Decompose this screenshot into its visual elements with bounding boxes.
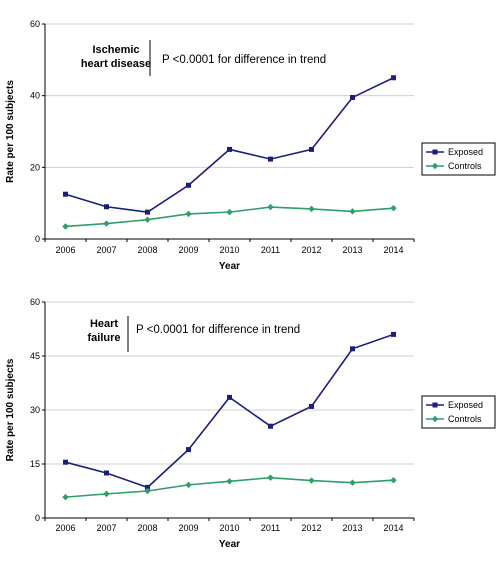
y-tick-label-2: 40 bbox=[30, 91, 40, 101]
y-tick-label-4: 60 bbox=[30, 297, 40, 307]
x-tick-label-2014: 2014 bbox=[383, 245, 403, 255]
point-exposed-2014 bbox=[391, 75, 396, 81]
point-exposed-2012 bbox=[309, 146, 314, 152]
x-tick-label-2007: 2007 bbox=[96, 245, 116, 255]
x-tick-label-2013: 2013 bbox=[342, 245, 362, 255]
y-tick-label-1: 20 bbox=[30, 162, 40, 172]
legend-box bbox=[421, 142, 496, 176]
x-tick-label-2012: 2012 bbox=[301, 523, 321, 533]
x-tick-label-2010: 2010 bbox=[219, 523, 239, 533]
point-exposed-2013 bbox=[350, 346, 355, 352]
chart-2: 0 15 30 45 60 2006 2007 2008 2009 2010 2011 2012 201… bbox=[5, 297, 496, 550]
point-exposed-2011 bbox=[268, 156, 273, 162]
x-tick-label-2006: 2006 bbox=[55, 523, 75, 533]
legend-label-exposed: Exposed bbox=[448, 400, 483, 410]
point-exposed-2009 bbox=[186, 182, 191, 188]
point-exposed-2008 bbox=[145, 209, 150, 215]
y-tick-label-2: 30 bbox=[30, 405, 40, 415]
point-controls-2011 bbox=[267, 474, 274, 481]
point-exposed-2007 bbox=[104, 204, 109, 210]
point-exposed-2010 bbox=[227, 146, 232, 152]
y-tick-label-0: 0 bbox=[35, 234, 40, 244]
point-controls-2014 bbox=[390, 477, 397, 484]
x-tick-label-2013: 2013 bbox=[342, 523, 362, 533]
point-exposed-2013 bbox=[350, 94, 355, 100]
point-controls-2007 bbox=[103, 220, 110, 227]
x-tick-label-2010: 2010 bbox=[219, 245, 239, 255]
annotation-title-line-1: Ischemic bbox=[92, 44, 139, 56]
point-controls-2006 bbox=[62, 493, 69, 501]
annotation-p-value: P <0.0001 for difference in trend bbox=[136, 324, 300, 336]
point-controls-2007 bbox=[103, 490, 110, 498]
x-axis-title: Year bbox=[219, 539, 240, 550]
annotation-title-line-1: Heart bbox=[90, 318, 118, 330]
x-axis-title: Year bbox=[219, 261, 240, 272]
point-controls-2012 bbox=[308, 477, 315, 484]
legend-box bbox=[421, 395, 496, 429]
y-tick-label-3: 45 bbox=[30, 351, 40, 361]
x-tick-label-2011: 2011 bbox=[261, 245, 280, 255]
point-controls-2014 bbox=[390, 204, 397, 212]
legend-label-exposed: Exposed bbox=[448, 147, 483, 157]
x-tick-label-2007: 2007 bbox=[96, 523, 116, 533]
y-tick-label-3: 60 bbox=[30, 19, 40, 29]
x-tick-label-2009: 2009 bbox=[178, 245, 198, 255]
point-controls-2013 bbox=[349, 479, 356, 486]
point-exposed-2006 bbox=[63, 191, 68, 197]
chart-1: 0 20 40 60 2006 2007 2008 2009 2010 2011 2012 2013 2… bbox=[5, 19, 496, 272]
y-tick-label-1: 15 bbox=[30, 459, 40, 469]
annotation-title-line-2: heart disease bbox=[81, 58, 151, 70]
y-axis-title: Rate per 100 subjects bbox=[5, 80, 16, 183]
legend-label-controls: Controls bbox=[448, 161, 482, 171]
y-axis-title: Rate per 100 subjects bbox=[5, 358, 16, 461]
point-exposed-2007 bbox=[104, 470, 109, 476]
legend-marker-exposed bbox=[432, 402, 438, 408]
point-exposed-2012 bbox=[309, 403, 314, 409]
point-controls-2008 bbox=[144, 487, 151, 495]
annotation-p-value: P <0.0001 for difference in trend bbox=[162, 54, 326, 66]
y-tick-label-0: 0 bbox=[35, 513, 40, 523]
point-exposed-2008 bbox=[145, 484, 150, 490]
point-exposed-2009 bbox=[186, 447, 191, 453]
point-controls-2013 bbox=[349, 208, 356, 215]
point-exposed-2014 bbox=[391, 331, 396, 337]
x-tick-label-2006: 2006 bbox=[55, 245, 75, 255]
point-exposed-2011 bbox=[268, 423, 273, 429]
point-exposed-2006 bbox=[63, 459, 68, 465]
x-tick-label-2009: 2009 bbox=[178, 523, 198, 533]
point-controls-2010 bbox=[226, 208, 233, 216]
point-controls-2009 bbox=[185, 481, 192, 489]
point-controls-2011 bbox=[267, 203, 274, 211]
annotation-title-line-2: failure bbox=[87, 332, 120, 344]
point-controls-2010 bbox=[226, 478, 233, 485]
point-controls-2006 bbox=[62, 223, 69, 230]
point-controls-2012 bbox=[308, 205, 315, 213]
point-controls-2008 bbox=[144, 216, 151, 223]
legend-label-controls: Controls bbox=[448, 414, 482, 424]
legend-marker-exposed bbox=[432, 149, 438, 155]
x-tick-label-2012: 2012 bbox=[301, 245, 321, 255]
point-exposed-2010 bbox=[227, 394, 232, 400]
point-controls-2009 bbox=[185, 210, 192, 218]
x-tick-label-2014: 2014 bbox=[383, 523, 403, 533]
x-tick-label-2011: 2011 bbox=[261, 523, 280, 533]
x-tick-label-2008: 2008 bbox=[137, 523, 157, 533]
legend-marker-controls bbox=[431, 162, 439, 170]
x-tick-label-2008: 2008 bbox=[137, 245, 157, 255]
legend-marker-controls bbox=[431, 415, 439, 423]
series-line-exposed bbox=[65, 77, 394, 213]
